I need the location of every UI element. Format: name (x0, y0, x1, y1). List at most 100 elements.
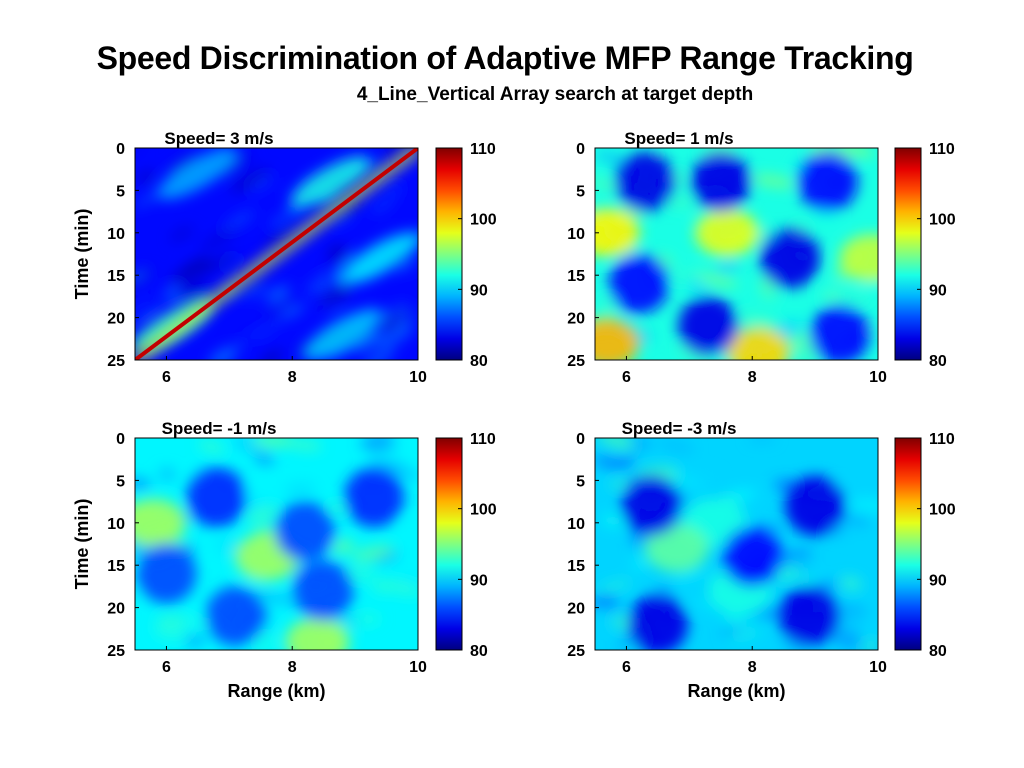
high-blob (839, 234, 878, 283)
y-tick-label: 10 (107, 226, 125, 243)
colorbar-gradient (894, 437, 922, 651)
panel-title: Speed= 1 m/s (624, 129, 733, 148)
texture-cell (597, 580, 632, 592)
texture-cell (170, 226, 194, 242)
texture-cell (383, 303, 410, 322)
x-tick-label: 6 (162, 659, 171, 676)
x-tick-label: 10 (409, 659, 427, 676)
y-tick-label: 5 (116, 183, 125, 200)
low-blob (274, 501, 335, 562)
texture-cell (668, 268, 701, 282)
colorbar-tick-label: 100 (470, 502, 497, 519)
texture-cell (305, 270, 342, 294)
y-tick-label: 10 (567, 516, 585, 533)
high-blob (285, 617, 350, 650)
texture-cell (283, 482, 317, 496)
y-tick-label: 0 (116, 141, 125, 158)
y-tick-label: 25 (567, 643, 585, 660)
intensity-blob (340, 232, 418, 284)
texture-cell (168, 154, 199, 175)
texture-cell (247, 499, 270, 508)
y-tick-label: 15 (107, 268, 125, 285)
texture-cell (840, 148, 875, 158)
y-tick-label: 20 (567, 601, 585, 618)
texture-cell (377, 323, 414, 348)
plot-frame (594, 437, 879, 651)
y-tick-label: 10 (107, 516, 125, 533)
texture-cell (848, 498, 878, 512)
colorbar: 80 90 100 110 (894, 141, 956, 370)
x-tick-label: 6 (162, 369, 171, 386)
high-blob (595, 208, 640, 257)
high-blob (726, 327, 791, 360)
low-blob (186, 467, 247, 528)
texture-cell (236, 243, 265, 263)
texture-cell (247, 174, 275, 193)
high-blob (644, 524, 709, 573)
y-tick-label: 10 (567, 226, 585, 243)
colorbar-tick-label: 100 (470, 212, 497, 229)
colorbar-gradient (435, 147, 463, 361)
plot-frame (134, 437, 419, 651)
texture-cell (232, 440, 266, 455)
texture-cell (153, 625, 189, 640)
texture-cell (242, 485, 265, 498)
x-tick-label: 8 (748, 369, 757, 386)
texture-cell (319, 286, 351, 306)
texture-cell (609, 481, 636, 488)
texture-cell (760, 288, 778, 301)
texture-cell (198, 440, 225, 453)
colorbar-tick-label: 110 (470, 141, 496, 158)
colorbar-tick-label: 90 (929, 572, 947, 589)
texture-cell (252, 438, 295, 448)
texture-cell (183, 634, 206, 647)
colorbar-gradient (435, 437, 463, 651)
texture-cell (833, 623, 861, 631)
subtitle: 4_Line_Vertical Array search at target d… (356, 84, 754, 105)
texture-cell (843, 517, 870, 526)
texture-cell (208, 346, 239, 360)
texture-cell (663, 195, 695, 209)
texture-cell (330, 211, 356, 227)
texture-cell (169, 261, 207, 285)
texture-cell (245, 506, 279, 524)
texture-cell (135, 477, 152, 490)
texture-cell (402, 521, 418, 530)
plot-frame (134, 147, 419, 361)
texture-cell (676, 470, 720, 484)
texture-cell (595, 454, 616, 469)
texture-cell (325, 298, 343, 309)
texture-cell (685, 280, 709, 293)
intensity-blob (158, 148, 238, 199)
heatmap-field (595, 148, 878, 360)
heatmap-field (135, 148, 418, 360)
texture-cell (383, 580, 418, 596)
heatmap-field (135, 438, 418, 650)
main-title: Speed Discrimination of Adaptive MFP Ran… (96, 40, 914, 76)
y-tick-label: 5 (116, 473, 125, 490)
low-blob (759, 228, 820, 289)
texture-cell (137, 171, 154, 183)
texture-cell (385, 183, 404, 197)
y-tick-label: 25 (107, 643, 125, 660)
texture-cell (823, 294, 840, 302)
texture-cell (158, 467, 176, 482)
texture-cell (352, 331, 384, 353)
texture-cell (696, 273, 738, 287)
texture-cell (595, 617, 611, 624)
low-blob (797, 151, 858, 212)
heatmap-panel-4: 0 5 10 15 20 25 6 8 10 Speed= -3 m/s 80 90 100 110 (567, 419, 956, 676)
texture-cell (220, 209, 257, 233)
texture-cell (362, 348, 396, 360)
low-blob (609, 253, 670, 314)
y-tick-label: 15 (567, 558, 585, 575)
texture-cell (595, 151, 628, 164)
x-tick-label: 10 (869, 659, 887, 676)
texture-cell (628, 438, 652, 449)
texture-cell (200, 227, 238, 251)
colorbar-gradient (894, 147, 922, 361)
heatmap-field (595, 438, 878, 650)
texture-cell (656, 584, 674, 596)
colorbar-tick-label: 80 (470, 353, 488, 370)
